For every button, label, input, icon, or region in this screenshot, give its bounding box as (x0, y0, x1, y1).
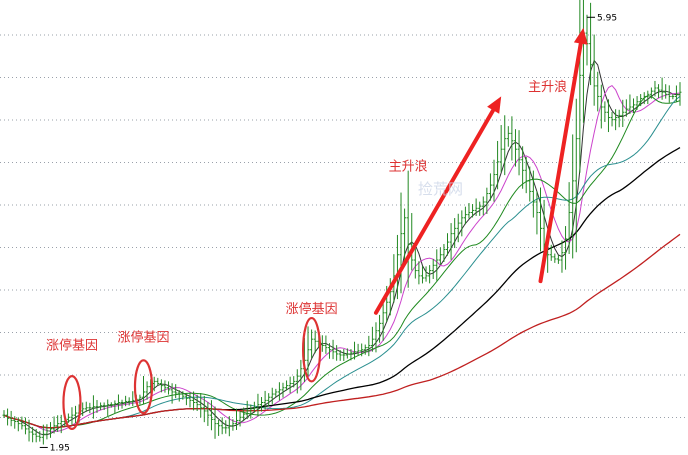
highlight-ellipse (133, 359, 154, 415)
low-price-marker: 1.95 (39, 443, 70, 453)
ma5-line (3, 59, 680, 436)
price-bars (2, 0, 682, 445)
ma10-line (3, 84, 681, 432)
trend-arrow-head (573, 27, 588, 45)
ma60-line (3, 147, 681, 429)
moving-average-lines (3, 59, 681, 436)
ma120-line (3, 233, 681, 429)
low-price-label: 1.95 (50, 443, 70, 453)
highlight-ellipses (62, 316, 322, 430)
trend-arrow-shaft (538, 41, 583, 284)
trend-arrow-head (487, 96, 502, 114)
annotation-label: 主升浪 (389, 159, 428, 174)
annotation-label: 涨停基因 (117, 329, 169, 345)
trend-arrows (373, 27, 588, 315)
high-price-label: 5.95 (597, 13, 617, 23)
highlight-ellipse (62, 375, 82, 430)
high-price-marker: 5.95 (587, 13, 617, 23)
highlight-ellipse (301, 316, 322, 383)
annotation-label: 主升浪 (528, 80, 567, 95)
ma30-line (3, 95, 681, 429)
watermark: 捡荒网 (418, 180, 463, 198)
annotation-label: 涨停基因 (286, 301, 338, 317)
trend-arrow-shaft (373, 108, 496, 315)
annotation-label: 涨停基因 (46, 338, 98, 354)
grid-lines (0, 34, 688, 418)
